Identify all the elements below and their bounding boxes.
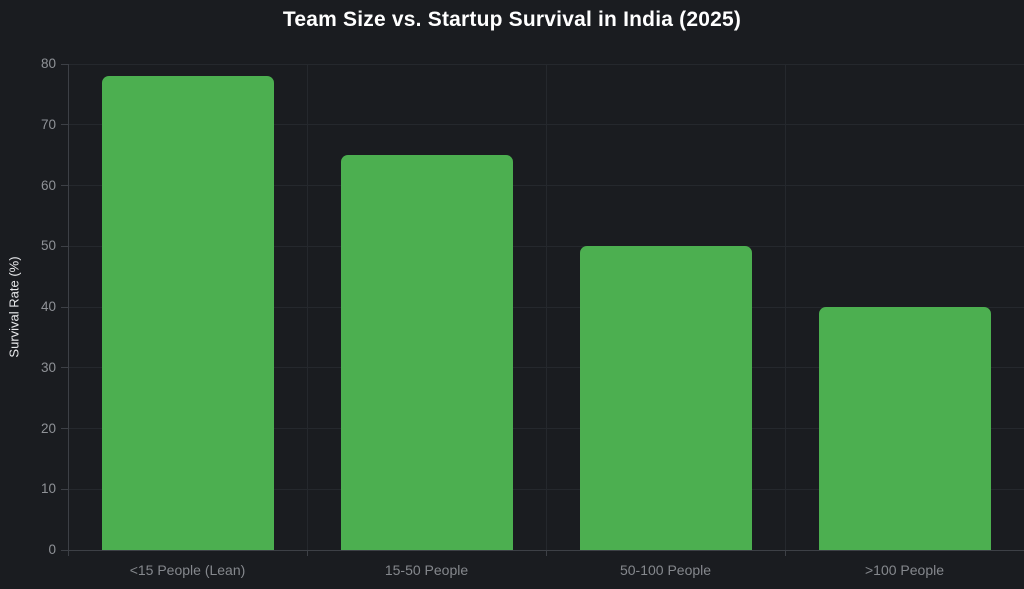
y-tick-label-70: 70 [40, 116, 56, 132]
y-tick-label-30: 30 [40, 359, 56, 375]
bar-1 [101, 76, 274, 550]
y-axis-tick-50 [61, 245, 68, 247]
x-gridline-2 [545, 64, 547, 550]
y-tick-label-10: 10 [40, 481, 56, 497]
x-tick-label-2: 15-50 People [384, 562, 469, 578]
y-axis-line [67, 64, 69, 550]
y-axis-tick-80 [61, 63, 68, 65]
y-tick-label-80: 80 [40, 56, 56, 71]
x-tick-label-3: 50-100 People [619, 562, 712, 578]
x-axis-tick-2 [545, 550, 547, 556]
x-gridline-1 [306, 64, 308, 550]
x-tick-label-4: >100 People [864, 562, 945, 578]
y-axis-tick-40 [61, 306, 68, 308]
y-axis-tick-0 [61, 549, 68, 551]
y-tick-label-0: 0 [48, 542, 56, 557]
y-axis-tick-30 [61, 367, 68, 369]
bar-3 [579, 246, 752, 550]
y-tick-label-60: 60 [40, 177, 56, 193]
y-axis-tick-20 [61, 428, 68, 429]
bar-4 [818, 307, 991, 550]
x-axis-tick-0 [67, 550, 69, 556]
x-tick-label-1: <15 People (Lean) [129, 562, 246, 578]
y-tick-label-20: 20 [40, 420, 56, 436]
y-tick-label-50: 50 [40, 238, 56, 254]
x-axis-baseline [68, 549, 1024, 551]
y-axis-tick-70 [61, 124, 68, 126]
y-tick-label-40: 40 [40, 299, 56, 314]
y-axis-tick-60 [61, 185, 68, 186]
x-gridline-3 [784, 64, 786, 550]
y-axis-tick-10 [61, 488, 68, 490]
x-axis-tick-1 [306, 550, 308, 556]
bar-2 [340, 155, 513, 550]
x-axis-tick-3 [784, 550, 786, 556]
chart-title: Team Size vs. Startup Survival in India … [282, 8, 742, 31]
